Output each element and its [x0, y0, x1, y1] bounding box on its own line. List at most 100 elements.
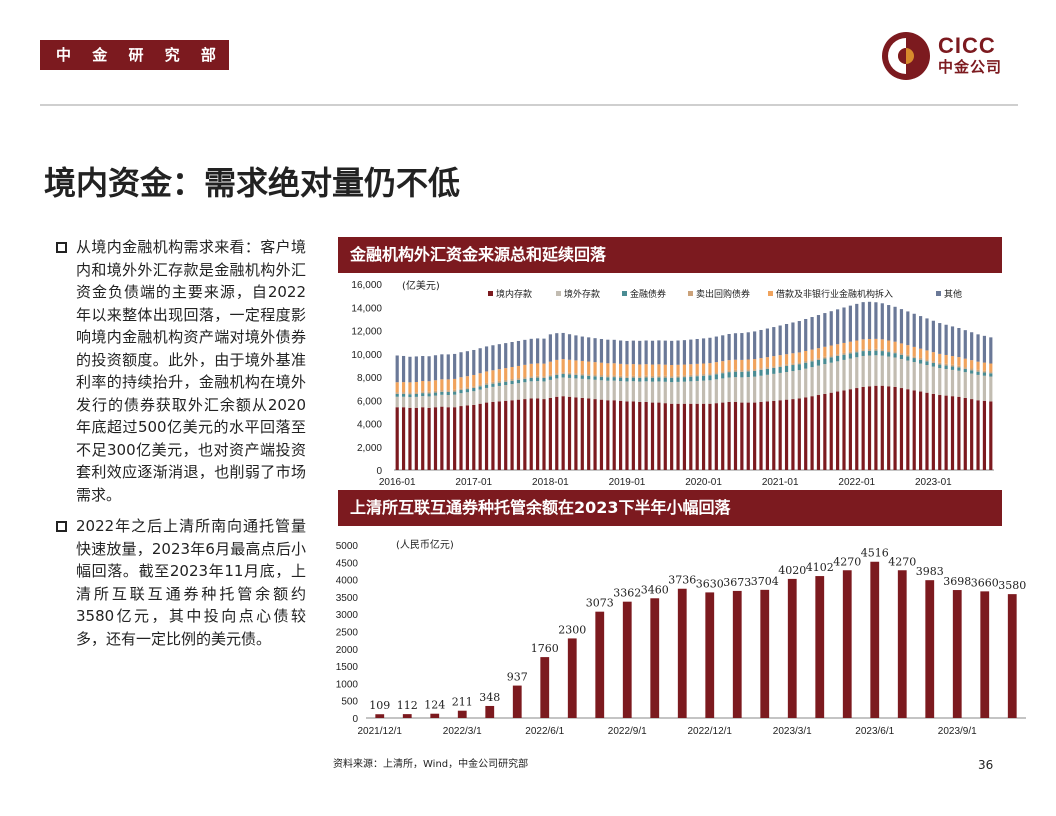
bar-segment [912, 362, 916, 391]
bar-segment [893, 357, 897, 387]
bar-segment [919, 363, 923, 392]
bar-segment [957, 370, 961, 397]
bar-segment [784, 365, 789, 373]
bar-segment [797, 364, 801, 371]
bar-segment [976, 371, 980, 375]
bar-segment [421, 381, 425, 392]
bar-segment [516, 340, 521, 366]
bar-segment [906, 360, 910, 390]
bar-segment [874, 302, 878, 339]
bar-segment [650, 340, 655, 365]
legend-label: 其他 [944, 288, 962, 300]
bar [760, 589, 770, 718]
data-label: 2300 [558, 623, 586, 636]
bar-segment [561, 377, 565, 397]
bar-segment [472, 349, 476, 375]
data-label: 3673 [723, 576, 751, 589]
bar-segment [982, 372, 987, 376]
legend-swatch [622, 291, 627, 296]
bar-segment [855, 340, 859, 351]
bar-segment [689, 381, 693, 404]
bar-segment [740, 333, 744, 360]
bar-segment [459, 388, 463, 391]
bar-segment [867, 386, 872, 470]
bar [595, 611, 605, 718]
bar [402, 714, 412, 718]
bar-segment [497, 344, 501, 370]
bar-segment [963, 368, 967, 373]
bar-segment [619, 377, 623, 382]
bar-segment [804, 360, 808, 363]
bar [1007, 594, 1017, 718]
bar [375, 714, 385, 718]
bar-segment [567, 334, 572, 360]
page-number: 36 [978, 758, 994, 772]
bar-segment [823, 356, 827, 359]
bar-segment [746, 369, 750, 372]
bar-segment [861, 302, 865, 340]
bar-segment [765, 367, 769, 369]
bar-segment [516, 399, 521, 470]
bar-segment [676, 364, 680, 376]
bar-segment [567, 372, 572, 375]
bar [485, 705, 495, 718]
bar-segment [497, 385, 501, 402]
bar [952, 590, 962, 718]
bar-segment [421, 356, 425, 382]
bar-segment [740, 371, 744, 378]
bar-segment [899, 353, 904, 355]
bar-segment [778, 325, 782, 356]
bar-segment [612, 400, 616, 470]
bar-segment [695, 363, 699, 375]
bar-segment [893, 386, 897, 470]
bar-segment [548, 361, 552, 375]
bar-segment [701, 373, 706, 376]
bar-segment [944, 365, 948, 369]
bar-segment [989, 363, 993, 372]
bar-segment [701, 375, 706, 381]
bar-segment [408, 394, 412, 398]
bar-segment [791, 365, 795, 372]
bar-segment [453, 394, 457, 408]
bar-segment [746, 402, 750, 470]
bar-segment [855, 357, 859, 389]
bar-segment [670, 376, 674, 378]
bar-segment [701, 363, 706, 374]
bar-segment [465, 405, 469, 470]
bar-segment [625, 340, 629, 365]
bar-segment [797, 362, 801, 365]
bar-segment [778, 372, 782, 401]
bar-segment [944, 354, 948, 364]
bar-segment [593, 362, 597, 375]
bar-segment [740, 359, 744, 371]
bar-segment [491, 345, 495, 371]
bar-segment [663, 381, 667, 404]
bar-segment [574, 374, 578, 379]
data-label: 4102 [806, 561, 834, 574]
legend-label: 金融债券 [630, 288, 666, 300]
bar-segment [599, 399, 604, 470]
bar-segment [791, 353, 795, 364]
bar-segment [408, 392, 412, 395]
bar-segment [784, 372, 789, 400]
bar-segment [855, 303, 859, 341]
bar-segment [478, 373, 482, 385]
bar-segment [606, 400, 610, 470]
data-label: 124 [424, 699, 445, 712]
bar-segment [727, 370, 731, 373]
bar-segment [797, 321, 801, 353]
bar-segment [963, 372, 967, 398]
bar-segment [989, 401, 993, 470]
legend-swatch [688, 291, 693, 296]
bar-segment [542, 338, 546, 364]
bar-segment [970, 360, 974, 369]
bar-segment [772, 400, 776, 470]
bar-segment [682, 340, 687, 365]
legend-label: 卖出回购债券 [696, 288, 750, 300]
bar-segment [472, 387, 476, 392]
y-tick-label: 8,000 [357, 373, 382, 384]
bar-segment [989, 376, 993, 402]
bar-segment [887, 305, 891, 341]
bar [457, 710, 467, 718]
bar-segment [695, 376, 699, 381]
